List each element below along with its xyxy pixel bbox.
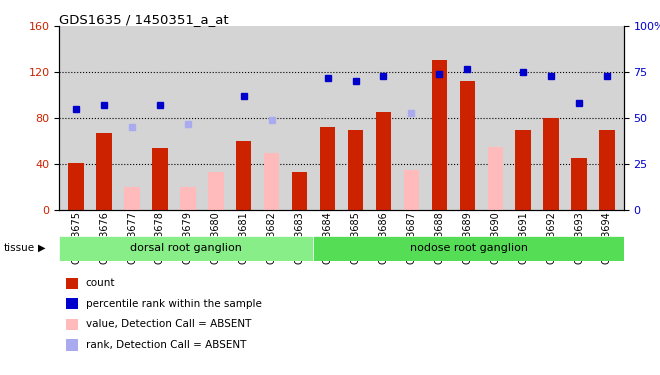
Bar bbox=[459, 81, 475, 210]
Text: tissue: tissue bbox=[3, 243, 34, 253]
Bar bbox=[376, 112, 391, 210]
Text: ▶: ▶ bbox=[38, 243, 46, 253]
Bar bbox=[124, 187, 140, 210]
Text: rank, Detection Call = ABSENT: rank, Detection Call = ABSENT bbox=[86, 340, 246, 350]
Bar bbox=[599, 130, 614, 210]
Text: GDS1635 / 1450351_a_at: GDS1635 / 1450351_a_at bbox=[59, 13, 229, 26]
Bar bbox=[320, 128, 335, 210]
Bar bbox=[59, 236, 314, 261]
Bar bbox=[432, 60, 447, 210]
Bar bbox=[264, 153, 279, 210]
Bar bbox=[543, 118, 559, 210]
Text: count: count bbox=[86, 278, 115, 288]
Bar bbox=[180, 187, 195, 210]
Bar bbox=[348, 130, 363, 210]
Bar bbox=[96, 133, 112, 210]
Text: value, Detection Call = ABSENT: value, Detection Call = ABSENT bbox=[86, 320, 251, 329]
Bar bbox=[208, 172, 224, 210]
Bar bbox=[404, 170, 419, 210]
Bar bbox=[69, 163, 84, 210]
Bar bbox=[236, 141, 251, 210]
Bar bbox=[292, 172, 308, 210]
Bar bbox=[314, 236, 624, 261]
Text: nodose root ganglion: nodose root ganglion bbox=[409, 243, 527, 254]
Text: dorsal root ganglion: dorsal root ganglion bbox=[131, 243, 242, 254]
Bar bbox=[152, 148, 168, 210]
Bar bbox=[572, 158, 587, 210]
Text: percentile rank within the sample: percentile rank within the sample bbox=[86, 299, 261, 309]
Bar bbox=[515, 130, 531, 210]
Bar bbox=[488, 147, 503, 210]
